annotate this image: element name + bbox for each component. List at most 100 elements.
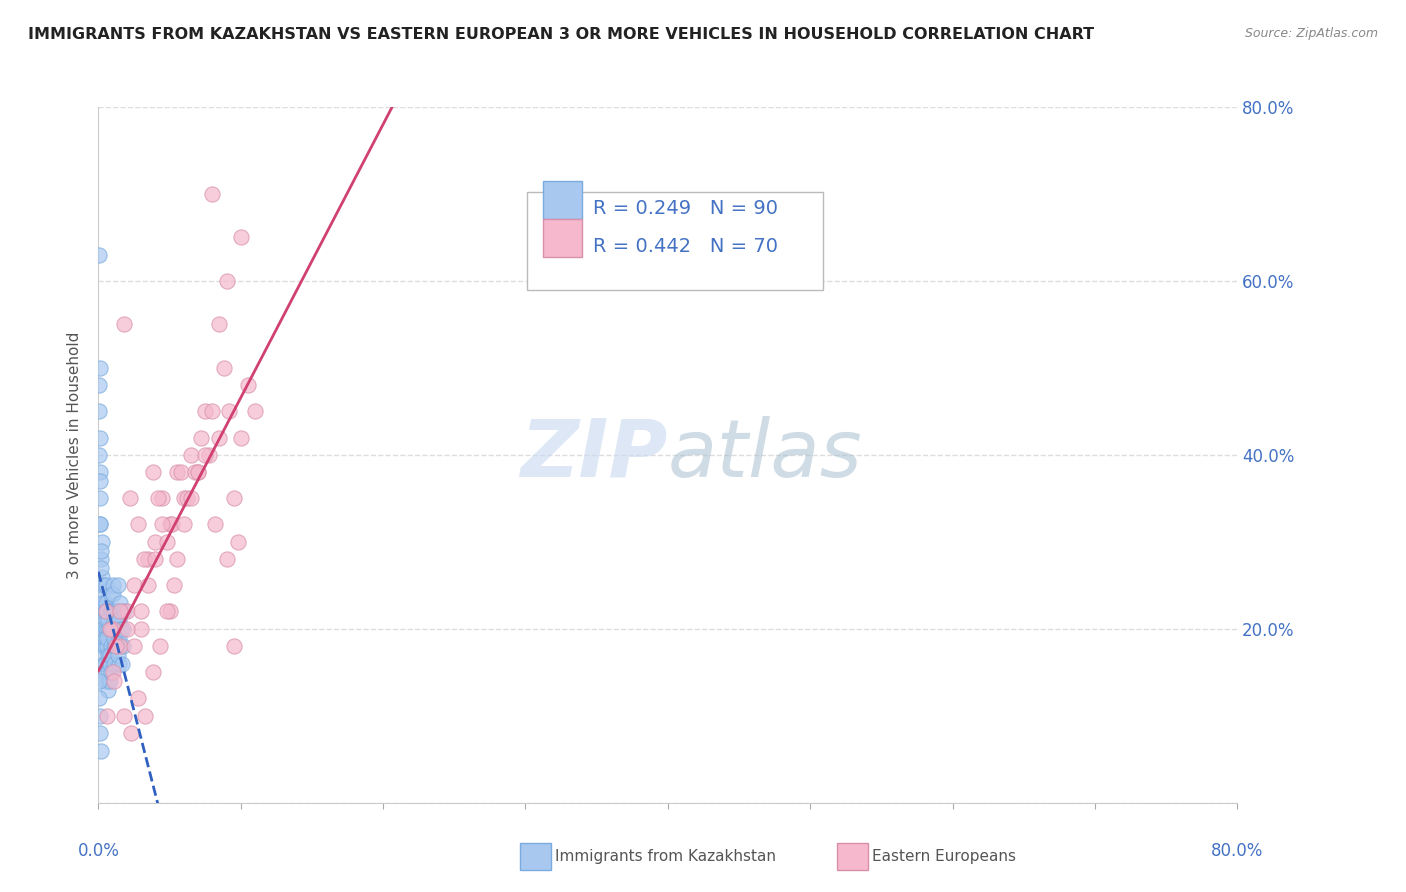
Point [91, 631, 114, 645]
Point [100, 622, 122, 636]
Point [90, 578, 112, 592]
Point [91, 570, 114, 584]
Point [103, 613, 125, 627]
Point [103, 578, 125, 592]
Point [129, 622, 152, 636]
Point [105, 622, 128, 636]
Point [96, 631, 118, 645]
Point [166, 552, 188, 566]
Point [87, 674, 110, 689]
Point [89, 691, 111, 706]
Point [89, 726, 111, 740]
Point [222, 639, 245, 653]
Point [91, 596, 114, 610]
Point [96, 639, 118, 653]
Point [89, 708, 111, 723]
Point [201, 404, 224, 418]
Point [122, 578, 145, 592]
Y-axis label: 3 or more Vehicles in Household: 3 or more Vehicles in Household [67, 331, 83, 579]
Point [108, 639, 131, 653]
Point [176, 491, 198, 506]
Point [108, 639, 131, 653]
Point [98, 622, 121, 636]
Point [97, 648, 120, 662]
Point [198, 448, 221, 462]
Point [94, 657, 117, 671]
Point [93, 657, 115, 671]
Point [208, 318, 231, 332]
Point [90, 543, 112, 558]
Point [152, 491, 174, 506]
Point [89, 361, 111, 376]
Point [94, 631, 117, 645]
Text: IMMIGRANTS FROM KAZAKHSTAN VS EASTERN EUROPEAN 3 OR MORE VEHICLES IN HOUSEHOLD C: IMMIGRANTS FROM KAZAKHSTAN VS EASTERN EU… [28, 27, 1094, 42]
Text: atlas: atlas [668, 416, 863, 494]
Point [141, 466, 163, 480]
Point [103, 631, 125, 645]
Point [94, 622, 117, 636]
Point [162, 517, 184, 532]
Point [94, 596, 117, 610]
Point [112, 605, 135, 619]
Point [108, 631, 131, 645]
Point [98, 622, 121, 636]
Point [145, 552, 167, 566]
Point [222, 491, 245, 506]
Point [91, 622, 114, 636]
Point [101, 587, 124, 601]
Point [93, 578, 115, 592]
Point [91, 639, 114, 653]
Point [170, 466, 193, 480]
Point [163, 578, 186, 592]
Point [89, 474, 111, 488]
Point [107, 578, 129, 592]
Point [112, 708, 135, 723]
Point [201, 187, 224, 202]
Point [194, 404, 217, 418]
Point [100, 605, 122, 619]
Point [89, 466, 111, 480]
Point [89, 430, 111, 444]
Point [105, 605, 128, 619]
Point [89, 448, 111, 462]
Point [118, 491, 141, 506]
Point [97, 622, 120, 636]
Point [104, 605, 127, 619]
Point [108, 605, 131, 619]
Text: R = 0.249   N = 90: R = 0.249 N = 90 [593, 199, 779, 218]
Point [103, 639, 125, 653]
Point [100, 639, 122, 653]
Point [103, 674, 125, 689]
Point [97, 674, 120, 689]
Point [97, 682, 120, 697]
Point [97, 657, 120, 671]
Point [243, 404, 266, 418]
Point [91, 622, 114, 636]
Point [101, 605, 124, 619]
Point [107, 613, 129, 627]
Point [90, 552, 112, 566]
Point [104, 639, 127, 653]
Point [173, 491, 195, 506]
Point [90, 605, 112, 619]
Point [218, 404, 240, 418]
Point [132, 552, 155, 566]
Point [104, 622, 127, 636]
Point [215, 552, 238, 566]
Point [148, 491, 170, 506]
Point [115, 605, 138, 619]
Point [93, 674, 115, 689]
Point [93, 648, 115, 662]
Point [112, 318, 135, 332]
Point [156, 605, 179, 619]
Point [89, 517, 111, 532]
Point [173, 517, 195, 532]
Point [215, 274, 238, 288]
Point [159, 605, 181, 619]
Point [122, 639, 145, 653]
Point [180, 491, 202, 506]
Text: Source: ZipAtlas.com: Source: ZipAtlas.com [1244, 27, 1378, 40]
Point [127, 691, 149, 706]
Point [89, 378, 111, 392]
Point [91, 613, 114, 627]
